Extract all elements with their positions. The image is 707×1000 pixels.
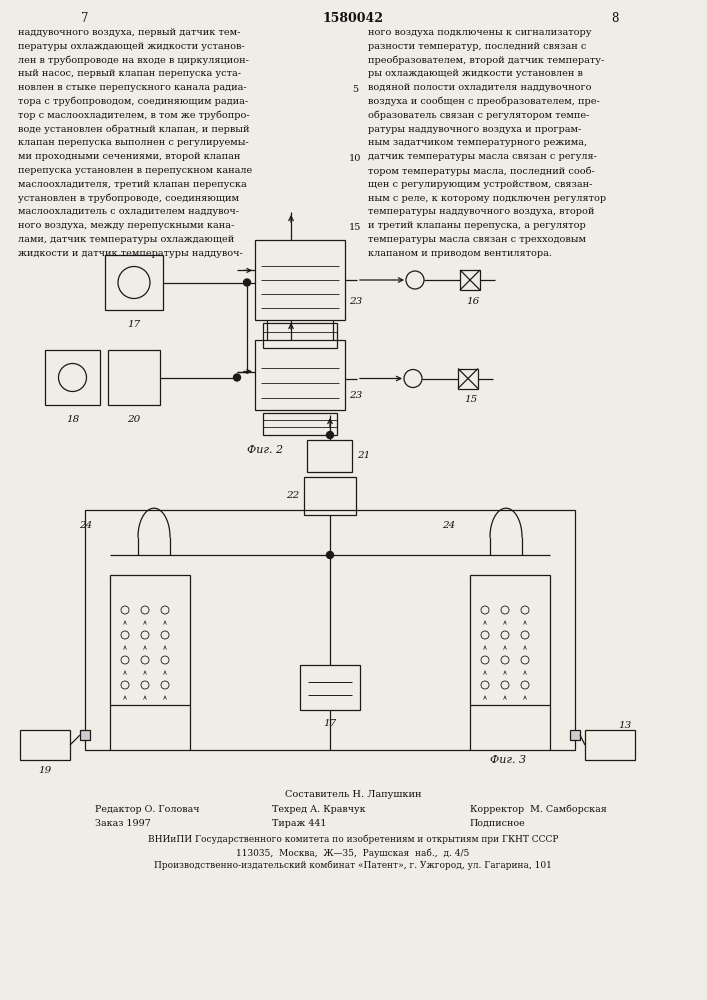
Bar xyxy=(304,477,356,515)
Bar xyxy=(105,255,163,310)
Text: щен с регулирующим устройством, связан-: щен с регулирующим устройством, связан- xyxy=(368,180,592,189)
Bar xyxy=(255,240,345,320)
Text: 16: 16 xyxy=(467,297,479,306)
Bar xyxy=(300,665,360,710)
Text: 113035,  Москва,  Ж—35,  Раушская  наб.,  д. 4/5: 113035, Москва, Ж—35, Раушская наб., д. … xyxy=(236,848,469,857)
Circle shape xyxy=(233,374,240,381)
Text: Производственно-издательский комбинат «Патент», г. Ужгород, ул. Гагарина, 101: Производственно-издательский комбинат «П… xyxy=(154,861,552,870)
Text: ного воздуха подключены к сигнализатору: ного воздуха подключены к сигнализатору xyxy=(368,28,592,37)
Text: 18: 18 xyxy=(66,415,79,424)
Text: ным с реле, к которому подключен регулятор: ным с реле, к которому подключен регулят… xyxy=(368,194,606,203)
Circle shape xyxy=(327,552,334,558)
Text: новлен в стыке перепускного канала радиа-: новлен в стыке перепускного канала радиа… xyxy=(18,83,247,92)
Text: клапан перепуска выполнен с регулируемы-: клапан перепуска выполнен с регулируемы- xyxy=(18,138,249,147)
Text: лами, датчик температуры охлаждающей: лами, датчик температуры охлаждающей xyxy=(18,235,234,244)
Text: 23: 23 xyxy=(349,298,362,306)
Bar xyxy=(570,730,580,740)
Text: 17: 17 xyxy=(323,719,337,728)
Text: маслоохладителя, третий клапан перепуска: маслоохладителя, третий клапан перепуска xyxy=(18,180,247,189)
Text: датчик температуры масла связан с регуля-: датчик температуры масла связан с регуля… xyxy=(368,152,597,161)
Text: 21: 21 xyxy=(358,452,370,460)
Bar xyxy=(85,510,575,750)
Text: 5: 5 xyxy=(352,85,358,94)
Text: Фиг. 3: Фиг. 3 xyxy=(490,755,526,765)
Bar xyxy=(45,350,100,405)
Bar xyxy=(108,350,160,405)
Text: тором температуры масла, последний сооб-: тором температуры масла, последний сооб- xyxy=(368,166,595,176)
Bar xyxy=(470,575,550,705)
Text: 22: 22 xyxy=(286,491,299,500)
Bar xyxy=(308,440,353,472)
Text: воде установлен обратный клапан, и первый: воде установлен обратный клапан, и первы… xyxy=(18,125,250,134)
Text: тора с трубопроводом, соединяющим радиа-: тора с трубопроводом, соединяющим радиа- xyxy=(18,97,248,106)
Bar xyxy=(263,413,337,435)
Text: Заказ 1997: Заказ 1997 xyxy=(95,819,151,828)
Bar xyxy=(80,730,90,740)
Text: 19: 19 xyxy=(38,766,52,775)
Bar xyxy=(110,575,190,705)
Text: Составитель Н. Лапушкин: Составитель Н. Лапушкин xyxy=(285,790,421,799)
Text: 20: 20 xyxy=(127,415,141,424)
Text: 24: 24 xyxy=(78,520,92,530)
Text: ВНИиПИ Государственного комитета по изобретениям и открытиям при ГКНТ СССР: ВНИиПИ Государственного комитета по изоб… xyxy=(148,835,559,844)
Text: 13: 13 xyxy=(619,721,631,730)
Text: воздуха и сообщен с преобразователем, пре-: воздуха и сообщен с преобразователем, пр… xyxy=(368,97,600,106)
Circle shape xyxy=(327,432,334,438)
Text: разности температур, последний связан с: разности температур, последний связан с xyxy=(368,42,586,51)
Circle shape xyxy=(243,279,250,286)
Text: Подписное: Подписное xyxy=(470,819,526,828)
Text: водяной полости охладителя наддувочного: водяной полости охладителя наддувочного xyxy=(368,83,592,92)
Text: ный насос, первый клапан перепуска уста-: ный насос, первый клапан перепуска уста- xyxy=(18,69,241,78)
Text: 15: 15 xyxy=(464,395,478,404)
Text: Тираж 441: Тираж 441 xyxy=(272,819,327,828)
Bar xyxy=(458,368,478,388)
Text: 24: 24 xyxy=(442,520,455,530)
Text: пературы охлаждающей жидкости установ-: пературы охлаждающей жидкости установ- xyxy=(18,42,245,51)
Text: клапаном и приводом вентилятора.: клапаном и приводом вентилятора. xyxy=(368,249,552,258)
Text: образователь связан с регулятором темпе-: образователь связан с регулятором темпе- xyxy=(368,111,590,120)
Text: преобразователем, второй датчик температу-: преобразователем, второй датчик температ… xyxy=(368,56,604,65)
Text: и третий клапаны перепуска, а регулятор: и третий клапаны перепуска, а регулятор xyxy=(368,221,586,230)
Text: 23: 23 xyxy=(349,391,362,400)
Text: установлен в трубопроводе, соединяющим: установлен в трубопроводе, соединяющим xyxy=(18,194,239,203)
Text: температуры масла связан с трехходовым: температуры масла связан с трехходовым xyxy=(368,235,586,244)
Text: жидкости и датчик температуры наддувоч-: жидкости и датчик температуры наддувоч- xyxy=(18,249,243,258)
Bar xyxy=(20,730,70,760)
Text: ного воздуха, между перепускными кана-: ного воздуха, между перепускными кана- xyxy=(18,221,234,230)
Text: перепуска установлен в перепускном канале: перепуска установлен в перепускном канал… xyxy=(18,166,252,175)
Bar xyxy=(263,323,337,348)
Text: 7: 7 xyxy=(81,12,89,25)
Text: Редактор О. Головач: Редактор О. Головач xyxy=(95,805,199,814)
Text: ным задатчиком температурного режима,: ным задатчиком температурного режима, xyxy=(368,138,587,147)
Text: лен в трубопроводе на входе в циркуляцион-: лен в трубопроводе на входе в циркуляцио… xyxy=(18,56,249,65)
Text: 15: 15 xyxy=(349,223,361,232)
Text: Техред А. Кравчук: Техред А. Кравчук xyxy=(272,805,366,814)
Bar xyxy=(460,270,480,290)
Text: тор с маслоохладителем, в том же трубопро-: тор с маслоохладителем, в том же трубопр… xyxy=(18,111,250,120)
Text: ми проходными сечениями, второй клапан: ми проходными сечениями, второй клапан xyxy=(18,152,240,161)
Text: 10: 10 xyxy=(349,154,361,163)
Text: 17: 17 xyxy=(127,320,141,329)
Bar xyxy=(255,340,345,410)
Text: 1580042: 1580042 xyxy=(322,12,383,25)
Text: наддувочного воздуха, первый датчик тем-: наддувочного воздуха, первый датчик тем- xyxy=(18,28,240,37)
Bar xyxy=(585,730,635,760)
Text: Корректор  М. Самборская: Корректор М. Самборская xyxy=(470,805,607,814)
Text: ратуры наддувочного воздуха и програм-: ратуры наддувочного воздуха и програм- xyxy=(368,125,581,134)
Text: Фиг. 2: Фиг. 2 xyxy=(247,445,283,455)
Text: температуры наддувочного воздуха, второй: температуры наддувочного воздуха, второй xyxy=(368,207,595,216)
Text: ры охлаждающей жидкости установлен в: ры охлаждающей жидкости установлен в xyxy=(368,69,583,78)
Text: 8: 8 xyxy=(612,12,619,25)
Text: маслоохладитель с охладителем наддувоч-: маслоохладитель с охладителем наддувоч- xyxy=(18,207,239,216)
